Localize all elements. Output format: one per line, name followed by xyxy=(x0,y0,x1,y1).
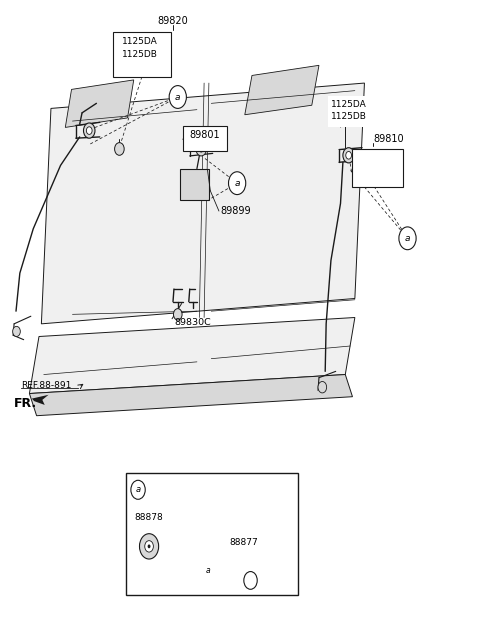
Circle shape xyxy=(173,309,182,320)
Polygon shape xyxy=(32,395,48,405)
Circle shape xyxy=(318,382,326,393)
Circle shape xyxy=(340,113,350,126)
Circle shape xyxy=(199,146,204,152)
Text: 1125DB: 1125DB xyxy=(122,50,158,59)
Circle shape xyxy=(84,123,95,138)
Text: 89801: 89801 xyxy=(189,130,220,140)
Text: 1125DA: 1125DA xyxy=(122,37,158,46)
Circle shape xyxy=(244,572,257,589)
Text: a: a xyxy=(206,566,211,575)
Text: FR.: FR. xyxy=(14,396,37,410)
Text: REF.88-891: REF.88-891 xyxy=(21,381,71,390)
Text: 89810: 89810 xyxy=(373,135,404,144)
Text: 89899: 89899 xyxy=(220,206,251,216)
Circle shape xyxy=(115,143,124,156)
Circle shape xyxy=(86,127,92,135)
Text: a: a xyxy=(135,485,141,494)
Bar xyxy=(180,169,209,200)
Polygon shape xyxy=(65,80,134,128)
Bar xyxy=(351,149,403,187)
Text: a: a xyxy=(175,93,180,102)
Circle shape xyxy=(145,540,154,552)
Bar xyxy=(126,473,299,595)
Circle shape xyxy=(169,86,186,109)
Circle shape xyxy=(196,142,206,156)
Text: 89830C: 89830C xyxy=(174,318,211,327)
Circle shape xyxy=(346,152,351,159)
Circle shape xyxy=(12,326,20,337)
Text: 88878: 88878 xyxy=(135,512,164,522)
Polygon shape xyxy=(29,375,352,416)
Bar xyxy=(327,96,385,128)
Polygon shape xyxy=(245,65,319,115)
Circle shape xyxy=(140,533,158,559)
Polygon shape xyxy=(29,318,355,394)
Text: 88877: 88877 xyxy=(229,538,258,547)
Circle shape xyxy=(343,148,354,163)
Text: 1125DA: 1125DA xyxy=(331,100,367,109)
Bar xyxy=(113,32,170,77)
Circle shape xyxy=(399,227,416,250)
Circle shape xyxy=(148,544,151,548)
Bar xyxy=(182,126,227,152)
Circle shape xyxy=(228,172,246,194)
Circle shape xyxy=(131,480,145,499)
Text: 1125DB: 1125DB xyxy=(331,112,367,121)
Polygon shape xyxy=(41,83,364,324)
Text: 89820: 89820 xyxy=(157,16,188,26)
Text: a: a xyxy=(405,234,410,243)
Text: a: a xyxy=(234,178,240,188)
